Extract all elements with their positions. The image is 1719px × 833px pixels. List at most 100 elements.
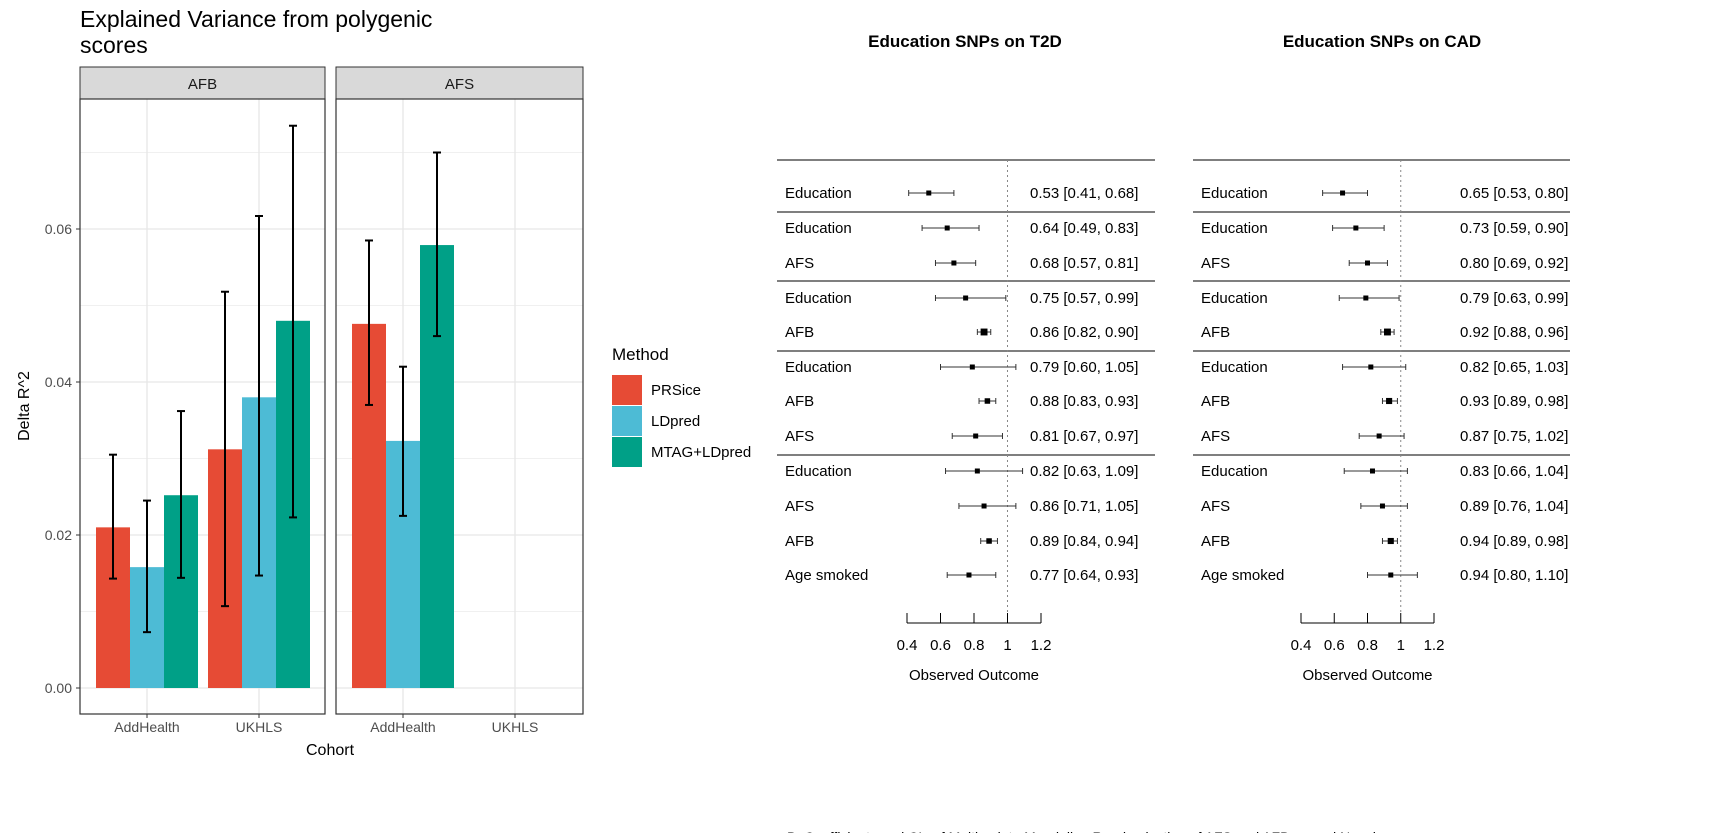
row-label: Age smoked [785, 567, 868, 584]
row-label: Education [1201, 359, 1268, 376]
row-estimate-text: 0.82 [0.63, 1.09] [1030, 463, 1138, 480]
facet-strip [79, 66, 326, 100]
row-estimate-text: 0.94 [0.89, 0.98] [1460, 533, 1568, 550]
row-estimate-text: 0.68 [0.57, 0.81] [1030, 255, 1138, 272]
row-estimate-text: 0.83 [0.66, 1.04] [1460, 463, 1568, 480]
point-estimate [1388, 572, 1394, 578]
row-label: AFS [785, 255, 814, 272]
row-label: Education [785, 290, 852, 307]
point-estimate [1376, 433, 1382, 439]
point-estimate [951, 260, 957, 266]
point-estimate [1353, 225, 1359, 231]
row-estimate-text: 0.64 [0.49, 0.83] [1030, 220, 1138, 237]
row-estimate-text: 0.88 [0.83, 0.93] [1030, 393, 1138, 410]
forest-plot-cad: Education SNPs on CAD Education 0.65 [0.53… [1193, 32, 1570, 684]
chart-title: scores [80, 32, 148, 58]
point-estimate [926, 190, 932, 196]
facet-afs: AFS AddHealth UKHLS [335, 66, 584, 735]
row-label: AFB [785, 533, 814, 550]
x-tick-label: AddHealth [370, 719, 435, 735]
row-label: AFS [785, 498, 814, 515]
x-tick-label: UKHLS [236, 719, 283, 735]
panel-border [79, 98, 326, 715]
row-label: Education [1201, 290, 1268, 307]
row-label: Education [785, 220, 852, 237]
point-estimate [944, 225, 950, 231]
x-tick-label: 0.8 [964, 637, 985, 654]
point-estimate [1386, 397, 1393, 405]
forest-title: Education SNPs on CAD [1283, 32, 1481, 51]
x-tick-label: 0.6 [1324, 637, 1345, 654]
point-estimate [980, 328, 988, 336]
row-estimate-text: 0.77 [0.64, 0.93] [1030, 567, 1138, 584]
x-axis-label: Cohort [306, 742, 355, 759]
row-estimate-text: 0.53 [0.41, 0.68] [1030, 185, 1138, 202]
row-estimate-text: 0.79 [0.63, 0.99] [1460, 290, 1568, 307]
legend-swatch [612, 375, 642, 405]
row-estimate-text: 0.65 [0.53, 0.80] [1460, 185, 1568, 202]
point-estimate [981, 503, 987, 509]
x-tick-label: 1.2 [1424, 637, 1445, 654]
facet-strip-label: AFB [188, 76, 217, 93]
point-estimate [966, 572, 972, 578]
x-tick-label: 0.6 [930, 637, 951, 654]
facet-strip [335, 66, 584, 100]
point-estimate [984, 398, 991, 404]
x-tick-label: 0.8 [1357, 637, 1378, 654]
x-tick-label: 1 [1397, 637, 1405, 654]
row-label: Education [785, 359, 852, 376]
row-label: AFB [785, 393, 814, 410]
figure-caption: B. Coefficients and CIs of Multivariate … [787, 829, 1381, 833]
point-estimate [1384, 328, 1391, 336]
row-label: AFS [1201, 255, 1230, 272]
row-label: AFB [785, 324, 814, 341]
point-estimate [1340, 190, 1346, 196]
row-label: AFS [1201, 428, 1230, 445]
point-estimate [963, 295, 969, 301]
row-estimate-text: 0.79 [0.60, 1.05] [1030, 359, 1138, 376]
legend: Method PRSice LDpred MTAG+LDpred [612, 345, 751, 467]
row-estimate-text: 0.89 [0.84, 0.94] [1030, 533, 1138, 550]
point-estimate [969, 364, 975, 370]
legend-title: Method [612, 345, 669, 364]
row-label: AFB [1201, 324, 1230, 341]
y-tick-label: 0.04 [45, 374, 72, 390]
point-estimate [1379, 503, 1385, 509]
point-estimate [1365, 260, 1370, 266]
forest-plot-t2d: Education SNPs on T2D Education 0.53 [0.41… [777, 32, 1155, 684]
row-estimate-text: 0.80 [0.69, 0.92] [1460, 255, 1568, 272]
row-estimate-text: 0.81 [0.67, 0.97] [1030, 428, 1138, 445]
point-estimate [986, 538, 992, 544]
forest-title: Education SNPs on T2D [868, 32, 1062, 51]
legend-swatch [612, 406, 642, 436]
y-axis-label: Delta R^2 [16, 371, 33, 441]
y-tick-label: 0.06 [45, 221, 72, 237]
row-label: Education [1201, 220, 1268, 237]
row-estimate-text: 0.89 [0.76, 1.04] [1460, 498, 1568, 515]
x-tick-label: 1 [1003, 637, 1011, 654]
point-estimate [974, 468, 980, 474]
point-estimate [973, 433, 979, 439]
x-tick-label: UKHLS [492, 719, 539, 735]
row-estimate-text: 0.73 [0.59, 0.90] [1460, 220, 1568, 237]
legend-label: MTAG+LDpred [651, 444, 751, 461]
row-label: AFB [1201, 533, 1230, 550]
row-estimate-text: 0.86 [0.82, 0.90] [1030, 324, 1138, 341]
facet-afb: AFB AddHealth UKHLS [79, 66, 326, 735]
row-label: Education [785, 185, 852, 202]
row-label: AFS [1201, 498, 1230, 515]
legend-swatch [612, 437, 642, 467]
point-estimate [1368, 364, 1374, 370]
x-axis-label: Observed Outcome [1302, 667, 1432, 684]
row-estimate-text: 0.92 [0.88, 0.96] [1460, 324, 1568, 341]
row-estimate-text: 0.82 [0.65, 1.03] [1460, 359, 1568, 376]
x-tick-label: 0.4 [1291, 637, 1312, 654]
facet-strip-label: AFS [445, 76, 474, 93]
y-tick-label: 0.02 [45, 527, 72, 543]
row-label: Age smoked [1201, 567, 1284, 584]
point-estimate [1369, 468, 1375, 474]
legend-label: PRSice [651, 382, 701, 399]
row-label: Education [785, 463, 852, 480]
x-tick-label: 1.2 [1031, 637, 1052, 654]
